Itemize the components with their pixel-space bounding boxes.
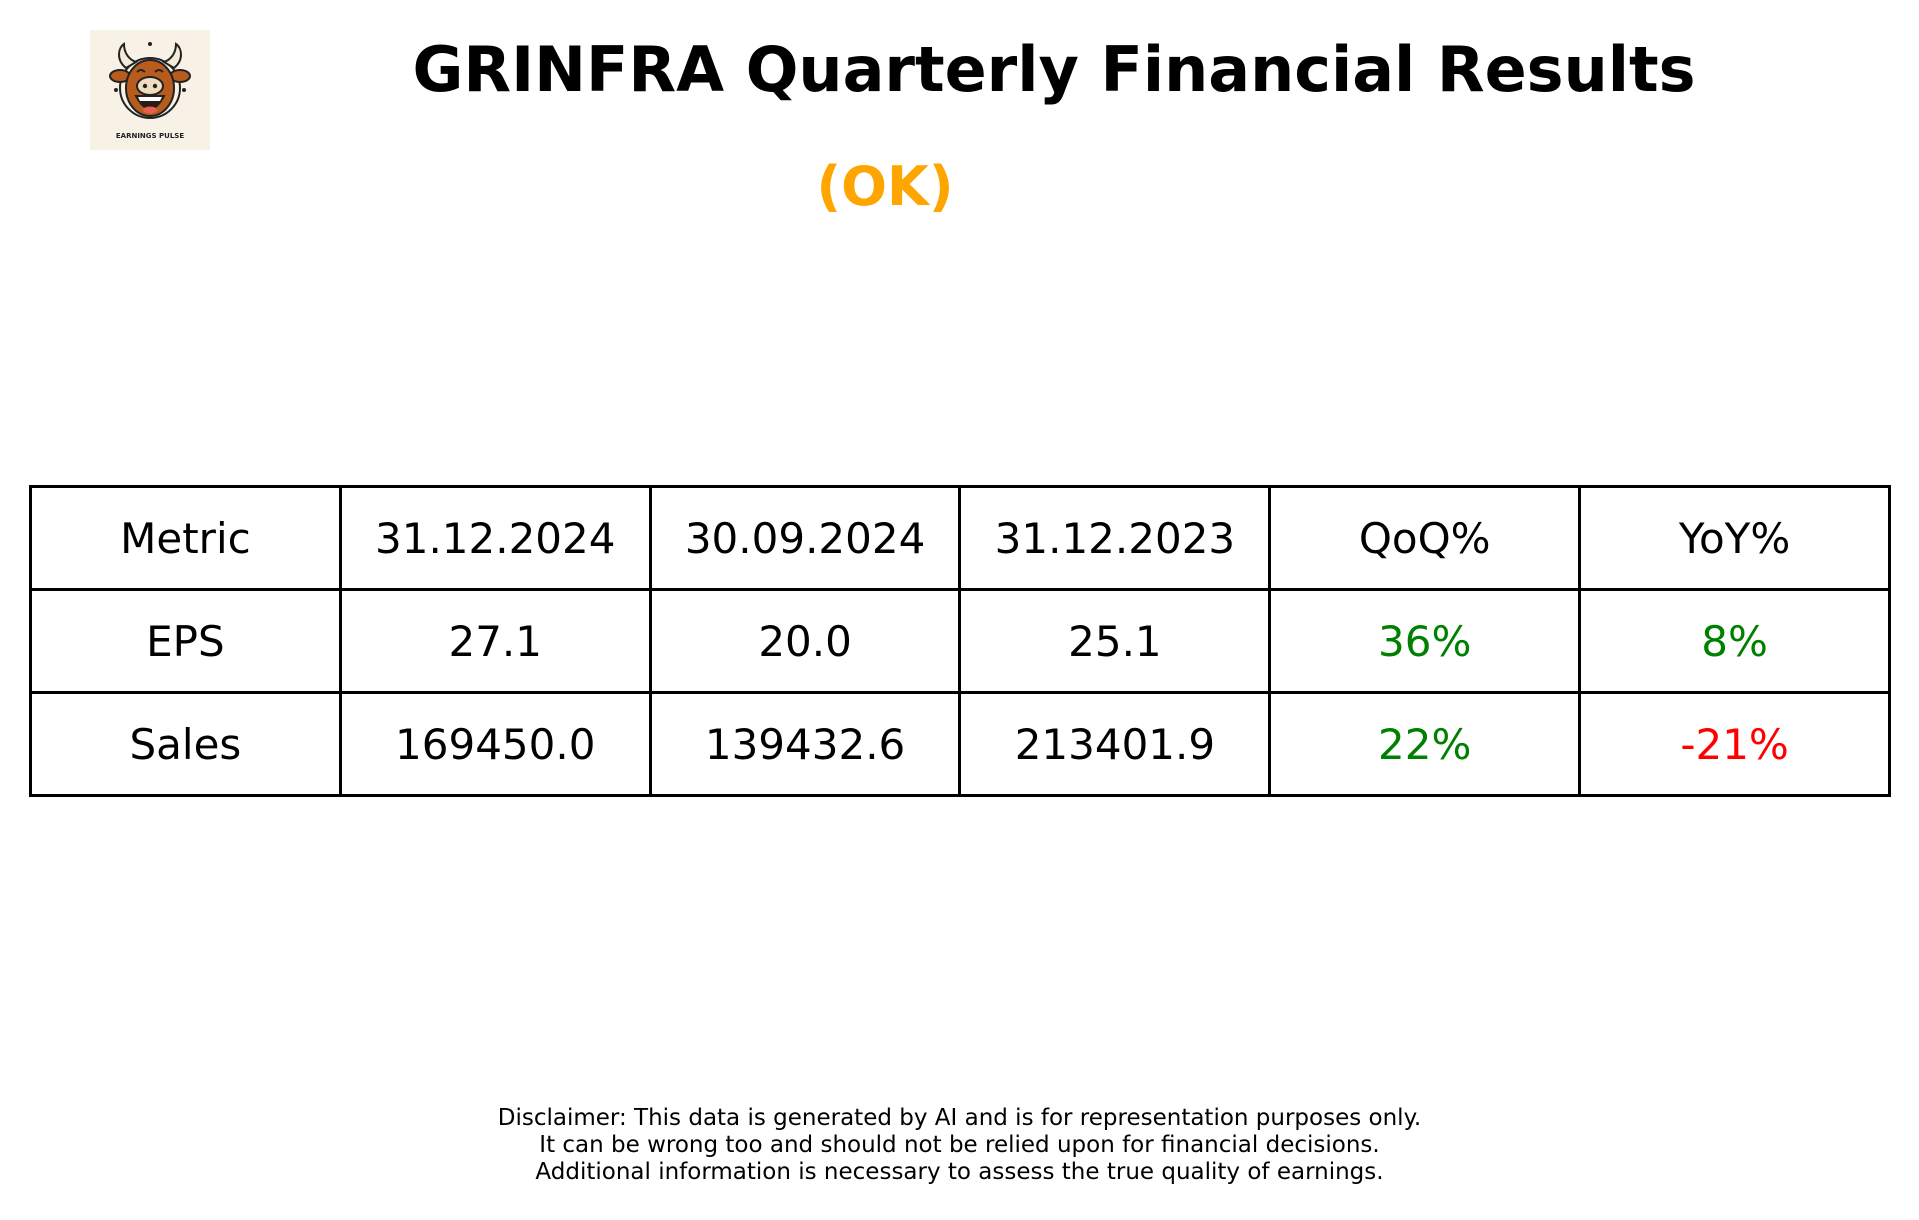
disclaimer-line: It can be wrong too and should not be re…: [539, 1132, 1380, 1158]
disclaimer-line: Additional information is necessary to a…: [535, 1159, 1384, 1185]
yoy-change-cell: -21%: [1578, 691, 1891, 797]
table-row: EPS 27.1 20.0 25.1 36% 8%: [29, 588, 1891, 694]
metric-name-cell: EPS: [29, 588, 342, 694]
earnings-pulse-logo: EARNINGS PULSE: [90, 30, 210, 150]
yoy-change-cell: 8%: [1578, 588, 1891, 694]
bull-mascot-icon: EARNINGS PULSE: [90, 30, 210, 150]
current-quarter-cell: 169450.0: [338, 691, 652, 797]
disclaimer: Disclaimer: This data is generated by AI…: [0, 1105, 1919, 1186]
column-header-yoy: YoY%: [1578, 485, 1891, 591]
logo-brand-text: EARNINGS PULSE: [116, 132, 184, 140]
page-title: GRINFRA Quarterly Financial Results: [412, 33, 1696, 106]
year-ago-quarter-cell: 213401.9: [958, 691, 1272, 797]
qoq-change-cell: 22%: [1268, 691, 1582, 797]
metric-name-cell: Sales: [29, 691, 342, 797]
qoq-change-cell: 36%: [1268, 588, 1582, 694]
column-header-year-ago-quarter: 31.12.2023: [958, 485, 1272, 591]
column-header-current-quarter: 31.12.2024: [338, 485, 652, 591]
year-ago-quarter-cell: 25.1: [958, 588, 1272, 694]
column-header-qoq: QoQ%: [1268, 485, 1582, 591]
table-header-row: Metric 31.12.2024 30.09.2024 31.12.2023 …: [29, 485, 1891, 591]
disclaimer-line: Disclaimer: This data is generated by AI…: [497, 1105, 1422, 1131]
previous-quarter-cell: 20.0: [648, 588, 962, 694]
table-row: Sales 169450.0 139432.6 213401.9 22% -21…: [29, 691, 1891, 797]
column-header-metric: Metric: [29, 485, 342, 591]
financial-results-table: Metric 31.12.2024 30.09.2024 31.12.2023 …: [29, 485, 1891, 797]
current-quarter-cell: 27.1: [338, 588, 652, 694]
column-header-previous-quarter: 30.09.2024: [648, 485, 962, 591]
previous-quarter-cell: 139432.6: [648, 691, 962, 797]
status-badge: (OK): [816, 155, 954, 218]
